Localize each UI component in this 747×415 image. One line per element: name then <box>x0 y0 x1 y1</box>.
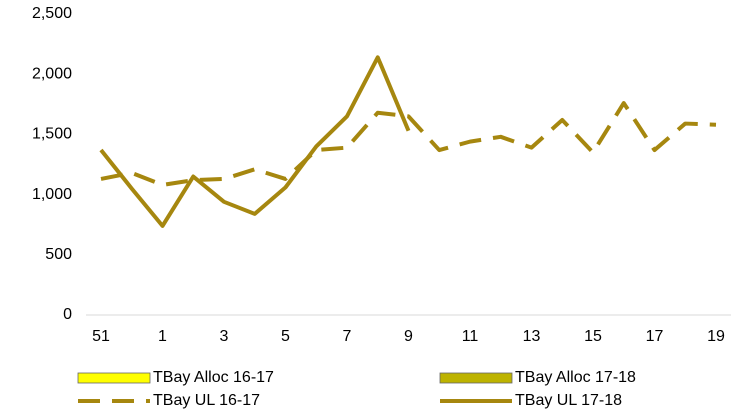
x-tick-label: 11 <box>462 328 479 345</box>
x-tick-label: 9 <box>404 328 413 345</box>
legend-label: TBay Alloc 17-18 <box>515 369 636 386</box>
x-tick-label: 19 <box>707 328 725 345</box>
y-tick-label: 500 <box>45 246 72 263</box>
line-series <box>99 55 411 228</box>
legend-swatch <box>77 372 151 384</box>
x-tick-label: 7 <box>343 328 352 345</box>
legend-swatch <box>439 372 513 384</box>
legend-label: TBay UL 17-18 <box>515 392 622 409</box>
y-tick-label: 2,000 <box>32 65 72 82</box>
legend-label: TBay UL 16-17 <box>153 392 260 409</box>
x-tick-label: 15 <box>584 328 602 345</box>
legend-label: TBay Alloc 16-17 <box>153 369 274 386</box>
line-series <box>100 101 717 187</box>
x-tick-label: 51 <box>92 328 110 345</box>
x-tick-label: 3 <box>220 328 229 345</box>
y-tick-label: 2,500 <box>32 5 72 22</box>
x-tick-label: 1 <box>158 328 167 345</box>
x-tick-label: 5 <box>281 328 290 345</box>
y-tick-label: 0 <box>63 306 72 323</box>
y-tick-label: 1,000 <box>32 186 72 203</box>
x-tick-label: 13 <box>523 328 541 345</box>
y-tick-label: 1,500 <box>32 126 72 143</box>
x-tick-label: 17 <box>646 328 664 345</box>
